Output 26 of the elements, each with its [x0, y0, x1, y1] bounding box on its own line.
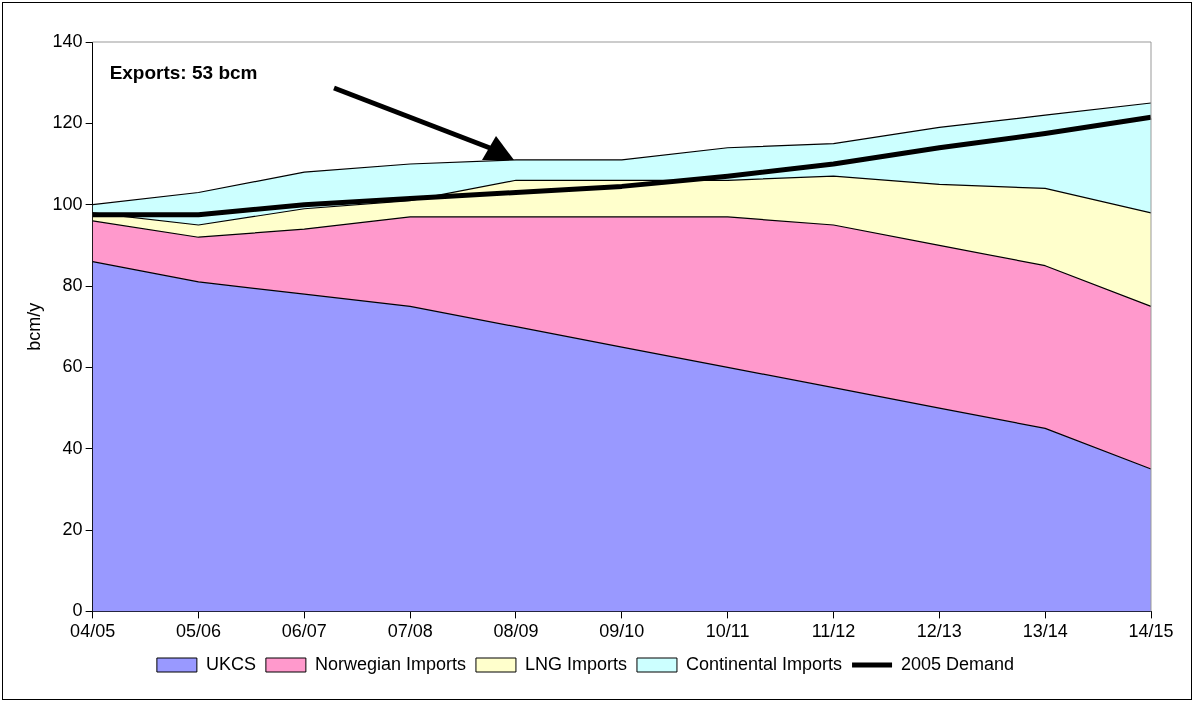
x-tick-label: 12/13 — [916, 621, 962, 642]
y-tick-label: 80 — [62, 275, 83, 295]
legend-label: Norwegian Imports — [314, 653, 466, 674]
y-tick-label: 60 — [62, 356, 83, 377]
x-tick-label: 05/06 — [175, 621, 221, 642]
x-tick-label: 07/08 — [387, 621, 433, 642]
x-tick-label: 04/05 — [70, 621, 116, 642]
y-tick-label: 20 — [62, 519, 83, 540]
x-tick-label: 11/12 — [811, 621, 856, 642]
legend-label: Continental Imports — [685, 653, 843, 674]
x-tick-label: 06/07 — [281, 621, 327, 642]
x-tick-label: 13/14 — [1022, 621, 1068, 642]
legend-label: UKCS — [205, 653, 256, 674]
x-tick-label: 08/09 — [493, 621, 539, 642]
legend-label: 2005 Demand — [901, 653, 1015, 674]
y-axis-title: bcm/y — [23, 302, 44, 351]
x-tick-label: 10/11 — [705, 621, 750, 642]
x-tick-label: 14/15 — [1128, 621, 1174, 642]
y-tick-label: 0 — [72, 600, 83, 621]
x-tick-label: 09/10 — [599, 621, 645, 642]
y-tick-label: 120 — [52, 112, 83, 133]
y-tick-label: 140 — [52, 30, 83, 51]
y-tick-label: 100 — [52, 193, 83, 214]
annotation: Exports: 53 bcm — [109, 62, 258, 84]
legend-label: LNG Imports — [524, 653, 627, 674]
y-tick-label: 40 — [62, 437, 83, 458]
